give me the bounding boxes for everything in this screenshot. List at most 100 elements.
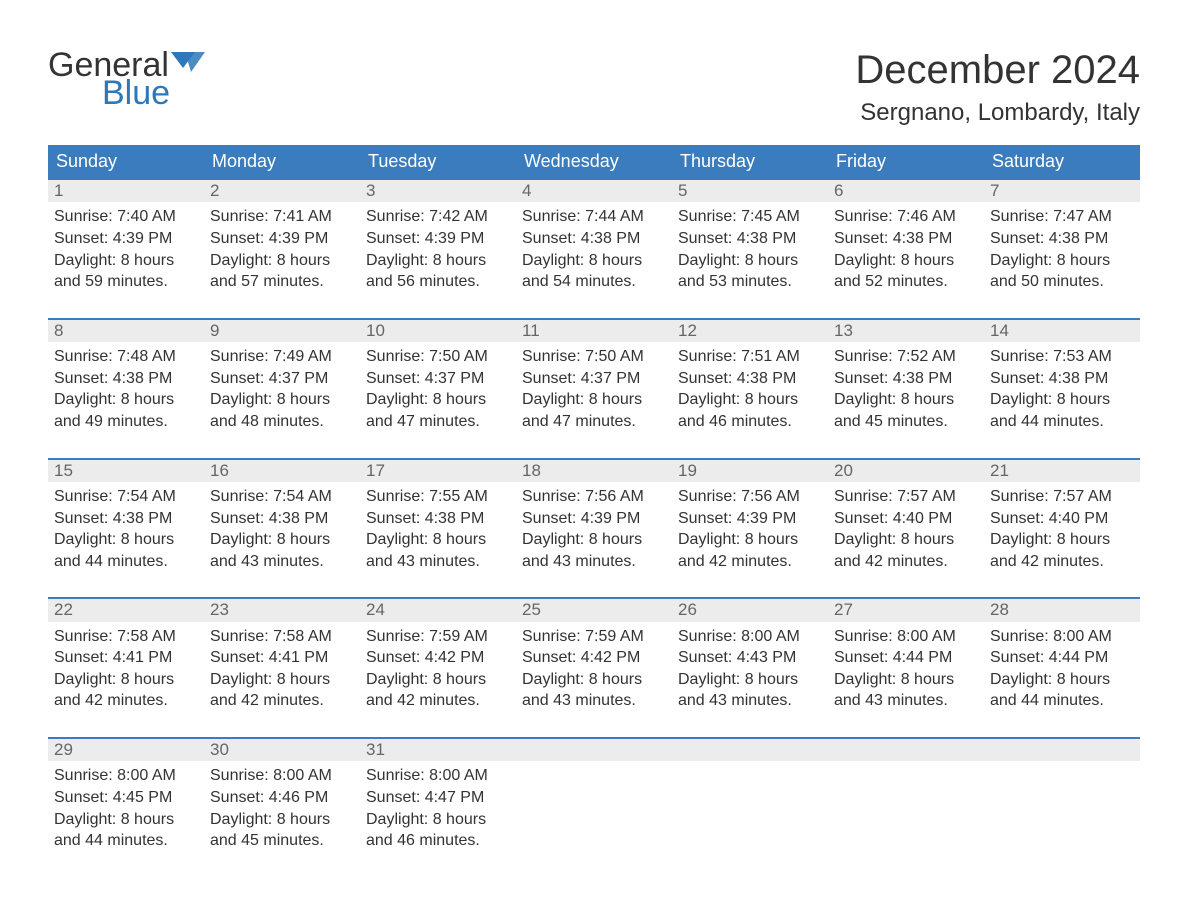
- sunset-line: Sunset: 4:41 PM: [210, 647, 354, 669]
- daylight-line: Daylight: 8 hours: [834, 250, 978, 272]
- sunrise-line: Sunrise: 7:58 AM: [54, 626, 198, 648]
- week-row: 15Sunrise: 7:54 AMSunset: 4:38 PMDayligh…: [48, 459, 1140, 577]
- day-number: 9: [204, 320, 360, 342]
- sunrise-line: Sunrise: 7:48 AM: [54, 346, 198, 368]
- day-cell: 20Sunrise: 7:57 AMSunset: 4:40 PMDayligh…: [828, 459, 984, 577]
- day-body: Sunrise: 7:44 AMSunset: 4:38 PMDaylight:…: [516, 202, 672, 296]
- sunset-line: Sunset: 4:42 PM: [522, 647, 666, 669]
- location-subtitle: Sergnano, Lombardy, Italy: [855, 99, 1140, 127]
- daylight-line: Daylight: 8 hours: [366, 250, 510, 272]
- day-number: 5: [672, 180, 828, 202]
- daylight-line: and 49 minutes.: [54, 411, 198, 433]
- day-header: Friday: [828, 145, 984, 179]
- day-header: Wednesday: [516, 145, 672, 179]
- day-header: Thursday: [672, 145, 828, 179]
- daylight-line: Daylight: 8 hours: [366, 529, 510, 551]
- daylight-line: Daylight: 8 hours: [678, 250, 822, 272]
- day-body: Sunrise: 7:51 AMSunset: 4:38 PMDaylight:…: [672, 342, 828, 436]
- day-body: Sunrise: 8:00 AMSunset: 4:43 PMDaylight:…: [672, 622, 828, 716]
- daylight-line: Daylight: 8 hours: [366, 809, 510, 831]
- day-cell: 7Sunrise: 7:47 AMSunset: 4:38 PMDaylight…: [984, 179, 1140, 297]
- day-number-empty: [984, 739, 1140, 761]
- sunrise-line: Sunrise: 7:46 AM: [834, 206, 978, 228]
- day-body: Sunrise: 8:00 AMSunset: 4:44 PMDaylight:…: [984, 622, 1140, 716]
- day-body: Sunrise: 7:59 AMSunset: 4:42 PMDaylight:…: [360, 622, 516, 716]
- day-number-empty: [516, 739, 672, 761]
- sunrise-line: Sunrise: 7:45 AM: [678, 206, 822, 228]
- sunrise-line: Sunrise: 7:49 AM: [210, 346, 354, 368]
- sunrise-line: Sunrise: 7:51 AM: [678, 346, 822, 368]
- sunrise-line: Sunrise: 7:50 AM: [522, 346, 666, 368]
- sunrise-line: Sunrise: 7:52 AM: [834, 346, 978, 368]
- day-number: 15: [48, 460, 204, 482]
- day-body: Sunrise: 8:00 AMSunset: 4:47 PMDaylight:…: [360, 761, 516, 855]
- sunset-line: Sunset: 4:41 PM: [54, 647, 198, 669]
- day-number: 16: [204, 460, 360, 482]
- sunset-line: Sunset: 4:38 PM: [678, 368, 822, 390]
- brand-logo: General Blue: [48, 48, 205, 110]
- week-separator: [48, 576, 1140, 598]
- day-body: Sunrise: 7:45 AMSunset: 4:38 PMDaylight:…: [672, 202, 828, 296]
- week-row: 22Sunrise: 7:58 AMSunset: 4:41 PMDayligh…: [48, 598, 1140, 716]
- day-header: Saturday: [984, 145, 1140, 179]
- day-number: 20: [828, 460, 984, 482]
- daylight-line: and 46 minutes.: [678, 411, 822, 433]
- sunrise-line: Sunrise: 7:50 AM: [366, 346, 510, 368]
- daylight-line: and 54 minutes.: [522, 271, 666, 293]
- day-cell: [516, 738, 672, 856]
- daylight-line: Daylight: 8 hours: [210, 669, 354, 691]
- sunrise-line: Sunrise: 7:57 AM: [990, 486, 1134, 508]
- day-number: 1: [48, 180, 204, 202]
- day-body: Sunrise: 7:41 AMSunset: 4:39 PMDaylight:…: [204, 202, 360, 296]
- daylight-line: and 45 minutes.: [210, 830, 354, 852]
- day-number: 21: [984, 460, 1140, 482]
- daylight-line: Daylight: 8 hours: [54, 250, 198, 272]
- daylight-line: and 57 minutes.: [210, 271, 354, 293]
- day-cell: 23Sunrise: 7:58 AMSunset: 4:41 PMDayligh…: [204, 598, 360, 716]
- daylight-line: Daylight: 8 hours: [678, 529, 822, 551]
- day-number: 11: [516, 320, 672, 342]
- day-cell: 19Sunrise: 7:56 AMSunset: 4:39 PMDayligh…: [672, 459, 828, 577]
- day-number: 30: [204, 739, 360, 761]
- sunset-line: Sunset: 4:38 PM: [522, 228, 666, 250]
- flag-icon: [171, 52, 205, 76]
- sunset-line: Sunset: 4:38 PM: [54, 508, 198, 530]
- day-number: 25: [516, 599, 672, 621]
- week-separator: [48, 437, 1140, 459]
- daylight-line: Daylight: 8 hours: [990, 389, 1134, 411]
- daylight-line: Daylight: 8 hours: [210, 529, 354, 551]
- day-cell: 27Sunrise: 8:00 AMSunset: 4:44 PMDayligh…: [828, 598, 984, 716]
- sunrise-line: Sunrise: 7:55 AM: [366, 486, 510, 508]
- sunrise-line: Sunrise: 8:00 AM: [678, 626, 822, 648]
- daylight-line: Daylight: 8 hours: [834, 529, 978, 551]
- day-cell: 28Sunrise: 8:00 AMSunset: 4:44 PMDayligh…: [984, 598, 1140, 716]
- day-cell: 17Sunrise: 7:55 AMSunset: 4:38 PMDayligh…: [360, 459, 516, 577]
- day-number: 29: [48, 739, 204, 761]
- day-body: Sunrise: 7:46 AMSunset: 4:38 PMDaylight:…: [828, 202, 984, 296]
- daylight-line: and 42 minutes.: [54, 690, 198, 712]
- sunset-line: Sunset: 4:37 PM: [210, 368, 354, 390]
- daylight-line: and 46 minutes.: [366, 830, 510, 852]
- daylight-line: Daylight: 8 hours: [210, 250, 354, 272]
- day-cell: 18Sunrise: 7:56 AMSunset: 4:39 PMDayligh…: [516, 459, 672, 577]
- daylight-line: and 43 minutes.: [210, 551, 354, 573]
- day-number: 24: [360, 599, 516, 621]
- day-body: Sunrise: 8:00 AMSunset: 4:44 PMDaylight:…: [828, 622, 984, 716]
- sunrise-line: Sunrise: 7:56 AM: [522, 486, 666, 508]
- day-number: 26: [672, 599, 828, 621]
- brand-word2: Blue: [102, 76, 205, 110]
- day-body: Sunrise: 7:57 AMSunset: 4:40 PMDaylight:…: [984, 482, 1140, 576]
- sunrise-line: Sunrise: 7:59 AM: [522, 626, 666, 648]
- day-cell: 31Sunrise: 8:00 AMSunset: 4:47 PMDayligh…: [360, 738, 516, 856]
- daylight-line: and 56 minutes.: [366, 271, 510, 293]
- day-body: Sunrise: 7:53 AMSunset: 4:38 PMDaylight:…: [984, 342, 1140, 436]
- day-body: Sunrise: 7:50 AMSunset: 4:37 PMDaylight:…: [360, 342, 516, 436]
- sunset-line: Sunset: 4:37 PM: [366, 368, 510, 390]
- sunset-line: Sunset: 4:39 PM: [210, 228, 354, 250]
- day-cell: [984, 738, 1140, 856]
- sunset-line: Sunset: 4:39 PM: [366, 228, 510, 250]
- day-header: Sunday: [48, 145, 204, 179]
- sunset-line: Sunset: 4:47 PM: [366, 787, 510, 809]
- day-header: Monday: [204, 145, 360, 179]
- sunset-line: Sunset: 4:37 PM: [522, 368, 666, 390]
